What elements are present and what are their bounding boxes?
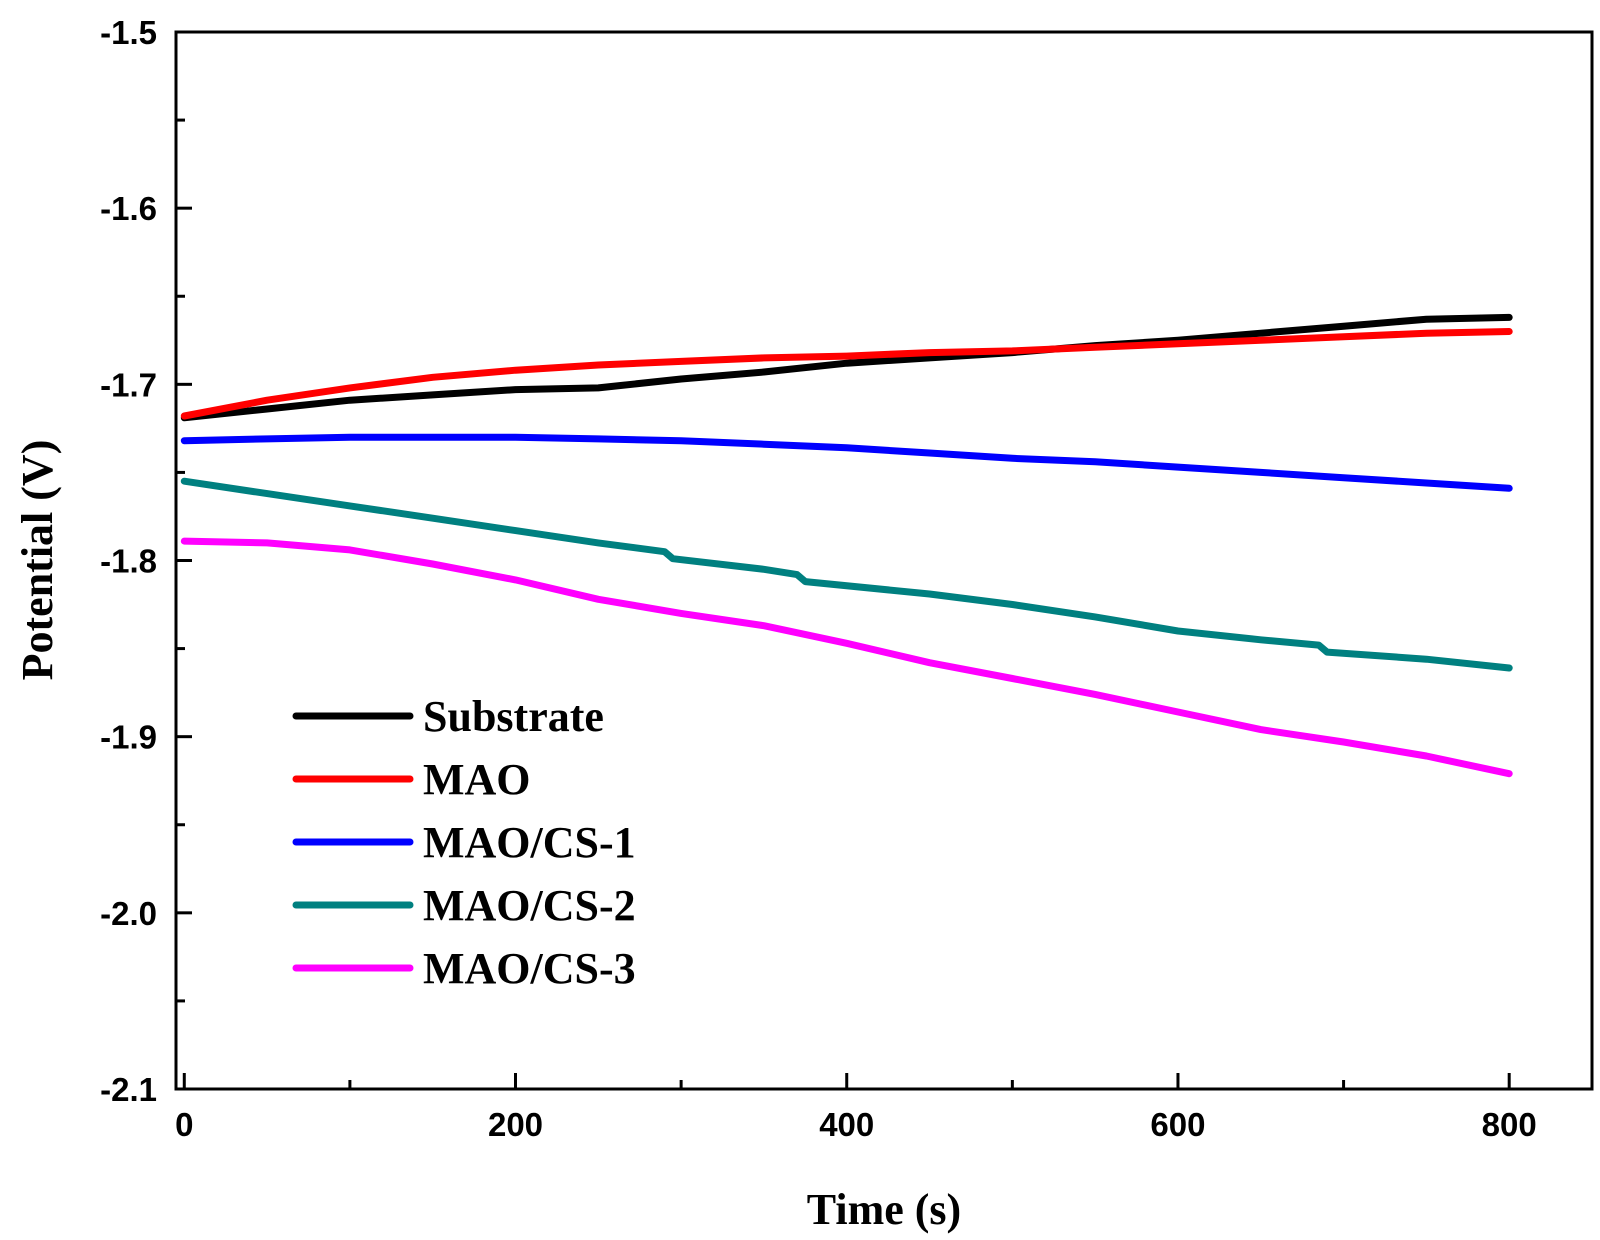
plot-frame <box>174 30 1594 1091</box>
y-tick-label: -2.0 <box>100 895 157 932</box>
series-line-mao-cs-1 <box>180 433 1513 492</box>
y-tick-label: -1.8 <box>100 543 157 580</box>
x-axis-title: Time (s) <box>807 1185 961 1234</box>
tick-layer: 0 200 400 600 800 -2.1 -2.0 -1.9 -1.8 -1.7 -1.6 -1.… <box>100 14 1537 1143</box>
legend-label-mao-cs-1: MAO/CS-1 <box>423 818 636 867</box>
legend: Substrate MAO MAO/CS-1 MAO/CS-2 MAO/CS-3 <box>292 692 636 993</box>
y-tick-label: -2.1 <box>100 1071 157 1108</box>
series-line-mao-cs-2 <box>180 477 1513 672</box>
y-tick-label: -1.6 <box>100 190 157 227</box>
x-tick-label: 600 <box>1150 1106 1205 1143</box>
series-line-substrate <box>180 313 1513 422</box>
x-tick-label: 400 <box>819 1106 874 1143</box>
y-tick-label: -1.5 <box>100 14 157 51</box>
y-tick-label: -1.9 <box>100 719 157 756</box>
legend-label-mao-cs-3: MAO/CS-3 <box>423 944 636 993</box>
x-tick-label: 800 <box>1482 1106 1537 1143</box>
legend-label-substrate: Substrate <box>423 692 604 741</box>
series-layer <box>180 313 1513 778</box>
x-tick-label: 0 <box>175 1106 193 1143</box>
series-line-mao <box>180 328 1513 420</box>
series-line-mao-cs-3 <box>180 537 1513 778</box>
y-tick-label: -1.7 <box>100 366 157 403</box>
legend-label-mao: MAO <box>423 755 531 804</box>
y-axis-title: Potential (V) <box>13 440 62 681</box>
legend-label-mao-cs-2: MAO/CS-2 <box>423 881 636 930</box>
x-tick-label: 200 <box>488 1106 543 1143</box>
